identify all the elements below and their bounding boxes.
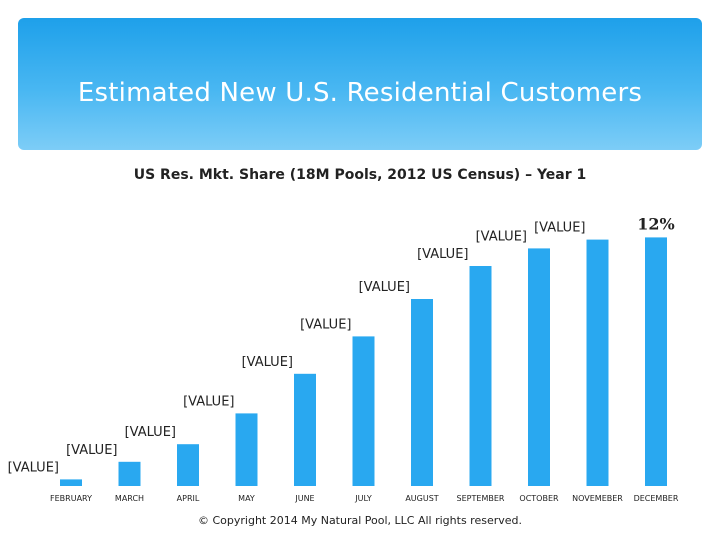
bar-february xyxy=(60,479,82,486)
x-tick-label: MAY xyxy=(238,494,255,503)
x-tick-label: SEPTEMBER xyxy=(457,494,505,503)
data-label: 12% xyxy=(637,214,674,233)
x-tick-label: NOVEMEBER xyxy=(572,494,623,503)
bar-july xyxy=(352,336,375,486)
data-label: [VALUE] xyxy=(300,317,351,332)
data-label: [VALUE] xyxy=(242,355,293,370)
data-label: [VALUE] xyxy=(476,229,527,244)
data-label: [VALUE] xyxy=(66,443,117,458)
bar-december xyxy=(645,237,667,486)
bar-novemeber xyxy=(586,239,609,486)
x-tick-label: AUGUST xyxy=(405,494,438,503)
bar-august xyxy=(411,299,433,486)
bar-april xyxy=(177,444,199,486)
x-tick-label: DECEMBER xyxy=(634,494,679,503)
x-tick-label: OCTOBER xyxy=(519,494,559,503)
bar-may xyxy=(235,413,258,486)
title-banner: Estimated New U.S. Residential Customers xyxy=(18,18,702,150)
copyright-footer: © Copyright 2014 My Natural Pool, LLC Al… xyxy=(197,514,523,527)
x-tick-label: JUNE xyxy=(294,494,314,503)
data-label: [VALUE] xyxy=(417,247,468,262)
x-tick-label: FEBRUARY xyxy=(50,494,92,503)
data-label: [VALUE] xyxy=(125,425,176,440)
bar-october xyxy=(528,248,550,486)
data-label: [VALUE] xyxy=(534,221,585,236)
slide-title: Estimated New U.S. Residential Customers xyxy=(77,78,643,108)
data-label: [VALUE] xyxy=(8,460,59,475)
data-label: [VALUE] xyxy=(183,394,234,409)
x-tick-label: APRIL xyxy=(177,494,200,503)
data-label: [VALUE] xyxy=(359,280,410,295)
bar-september xyxy=(469,266,492,486)
x-tick-label: JULY xyxy=(354,494,372,503)
x-tick-label: MARCH xyxy=(115,494,144,503)
bar-june xyxy=(294,373,316,486)
chart-title: US Res. Mkt. Share (18M Pools, 2012 US C… xyxy=(133,167,587,183)
bar-march xyxy=(118,461,141,486)
